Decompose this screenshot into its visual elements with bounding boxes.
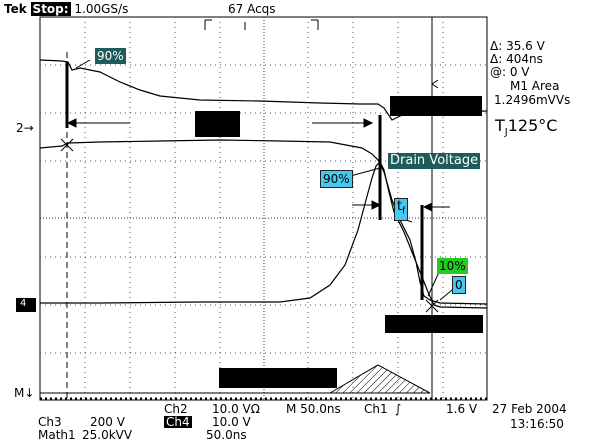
temp-symbol: T xyxy=(495,116,505,135)
ch2-label: Ch2 xyxy=(164,402,188,416)
ch4-ground-marker-box[interactable] xyxy=(16,298,36,312)
math1-scale: 25.0kVV xyxy=(82,428,133,442)
label-fall-time: tf xyxy=(394,198,409,221)
ch4-label[interactable]: Ch4 xyxy=(164,415,192,429)
redaction-box xyxy=(385,315,483,333)
annotation-arrows xyxy=(66,59,453,301)
math-reference-marker[interactable]: M↓ xyxy=(14,386,35,400)
fall-time-subscript: f xyxy=(402,206,406,217)
redaction-box xyxy=(219,368,337,388)
run-state-badge[interactable]: Stop: xyxy=(30,2,71,16)
ch3-trace xyxy=(40,160,488,309)
math-area-trace xyxy=(328,364,431,394)
left-cross-marker xyxy=(60,138,74,152)
math-timebase: 50.0ns xyxy=(206,428,247,442)
math1-label: Math1 xyxy=(38,428,76,442)
at-voltage-readout: @: 0 V xyxy=(490,65,530,79)
acquisition-count: 67 Acqs xyxy=(228,2,276,16)
ch2-reference-marker[interactable]: 2→ xyxy=(16,121,34,135)
label-90-percent-top: 90% xyxy=(95,48,126,64)
redaction-box xyxy=(195,111,240,137)
delta-time-readout: Δ: 404ns xyxy=(490,52,543,66)
sample-rate: 1.00GS/s xyxy=(74,2,129,16)
trigger-position-marker xyxy=(204,19,319,30)
ch3-scale: 200 V xyxy=(90,415,125,429)
trigger-source: Ch1 xyxy=(364,402,388,416)
redaction-box xyxy=(390,96,482,116)
brand-label: Tek xyxy=(4,2,27,16)
ch2-trace xyxy=(39,59,488,121)
right-cross-marker xyxy=(425,299,439,313)
ch4-scale: 10.0 V xyxy=(212,415,251,429)
capture-date: 27 Feb 2004 xyxy=(492,402,567,416)
main-timebase: M 50.0ns xyxy=(286,402,341,416)
temp-subscript: J xyxy=(504,127,508,139)
ch2-scale: 10.0 VΩ xyxy=(212,402,260,416)
measurement-name: M1 Area xyxy=(510,79,560,93)
fall-time-symbol: t xyxy=(397,199,403,214)
graticule-center-axes xyxy=(40,17,487,400)
capture-time: 13:16:50 xyxy=(510,417,564,431)
label-90-percent-mid: 90% xyxy=(320,170,353,188)
junction-temperature: TJ125°C xyxy=(495,116,557,138)
scope-header: Tek Stop: 1.00GS/s xyxy=(4,2,128,16)
delta-voltage-readout: Δ: 35.6 V xyxy=(490,39,545,53)
ch3-label: Ch3 xyxy=(38,415,62,429)
ch4-reference-marker[interactable]: 4 xyxy=(20,298,27,309)
label-zero: 0 xyxy=(452,276,466,294)
temp-value: 125°C xyxy=(507,116,558,135)
label-10-percent: 10% xyxy=(437,258,468,274)
trigger-slope-icon: ∫ xyxy=(395,402,402,416)
measurement-value: 1.2496mVVs xyxy=(494,93,571,107)
label-drain-voltage: Drain Voltage xyxy=(388,153,481,169)
trigger-level: 1.6 V xyxy=(446,402,478,416)
